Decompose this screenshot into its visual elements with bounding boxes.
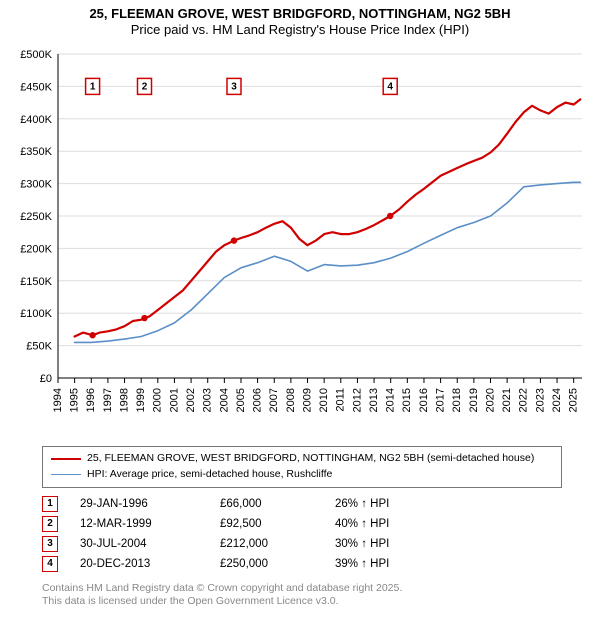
x-tick-label: 1999 — [135, 388, 147, 412]
sale-marker-label-3: 3 — [231, 82, 237, 93]
legend-item: HPI: Average price, semi-detached house,… — [51, 467, 553, 483]
legend-swatch — [51, 458, 81, 460]
x-tick-label: 2016 — [418, 388, 430, 412]
y-tick-label: £350K — [20, 146, 52, 158]
x-tick-label: 2011 — [335, 388, 347, 412]
x-tick-label: 2018 — [451, 388, 463, 412]
footer-line-2: This data is licensed under the Open Gov… — [42, 595, 562, 608]
y-tick-label: £500K — [20, 49, 52, 61]
x-tick-label: 2010 — [318, 388, 330, 412]
chart-svg: £0 £50K £100K £150K £200K £250K £300K £350K £400… — [10, 46, 590, 436]
y-tick-label: £400K — [20, 114, 52, 126]
footer-attribution: Contains HM Land Registry data © Crown c… — [42, 582, 562, 608]
x-tick-label: 2020 — [484, 388, 496, 412]
y-tick-label: £0 — [40, 373, 52, 385]
x-tick-label: 2009 — [301, 388, 313, 412]
sale-point-1 — [89, 332, 95, 338]
event-marker-icon: 1 — [42, 496, 58, 512]
y-tick-label: £250K — [20, 211, 52, 223]
x-tick-label: 2014 — [385, 388, 397, 412]
chart-area: £0 £50K £100K £150K £200K £250K £300K £350K £400… — [10, 46, 590, 436]
x-tick-label: 2015 — [401, 388, 413, 412]
x-tick-label: 2012 — [351, 388, 363, 412]
x-tick-label: 2002 — [185, 388, 197, 412]
x-tick-label: 2017 — [435, 388, 447, 412]
event-marker-icon: 2 — [42, 516, 58, 532]
legend-swatch — [51, 474, 81, 475]
event-price: £66,000 — [220, 494, 335, 514]
chart-title-main: 25, FLEEMAN GROVE, WEST BRIDGFORD, NOTTI… — [0, 6, 600, 22]
event-price: £212,000 — [220, 534, 335, 554]
sale-point-2 — [141, 315, 147, 321]
y-tick-label: £100K — [20, 308, 52, 320]
event-date: 29-JAN-1996 — [80, 494, 220, 514]
x-tick-label: 2023 — [534, 388, 546, 412]
y-tick-label: £50K — [26, 341, 52, 353]
event-price: £250,000 — [220, 554, 335, 574]
event-row: 4 20-DEC-2013£250,00039% ↑ HPI — [42, 554, 485, 574]
legend-label: HPI: Average price, semi-detached house,… — [87, 467, 332, 483]
x-tick-label: 2022 — [518, 388, 530, 412]
event-diff: 26% ↑ HPI — [335, 494, 485, 514]
x-tick-label: 2019 — [468, 388, 480, 412]
y-tick-label: £150K — [20, 276, 52, 288]
event-row: 1 29-JAN-1996£66,00026% ↑ HPI — [42, 494, 485, 514]
event-marker-icon: 3 — [42, 536, 58, 552]
legend-label: 25, FLEEMAN GROVE, WEST BRIDGFORD, NOTTI… — [87, 451, 534, 467]
x-tick-label: 1994 — [52, 388, 64, 412]
x-tick-label: 2006 — [252, 388, 264, 412]
event-marker: 4 — [42, 554, 80, 574]
footer-line-1: Contains HM Land Registry data © Crown c… — [42, 582, 562, 595]
event-row: 2 12-MAR-1999£92,50040% ↑ HPI — [42, 514, 485, 534]
x-tick-label: 2008 — [285, 388, 297, 412]
series-hpi — [75, 182, 581, 342]
x-tick-label: 2024 — [551, 388, 563, 412]
x-tick-label: 2001 — [168, 388, 180, 412]
y-tick-label: £300K — [20, 179, 52, 191]
y-tick-label: £450K — [20, 81, 52, 93]
sale-marker-label-1: 1 — [90, 82, 96, 93]
x-tick-label: 1998 — [118, 388, 130, 412]
x-tick-label: 2004 — [218, 388, 230, 412]
legend-item: 25, FLEEMAN GROVE, WEST BRIDGFORD, NOTTI… — [51, 451, 553, 467]
event-diff: 39% ↑ HPI — [335, 554, 485, 574]
legend-box: 25, FLEEMAN GROVE, WEST BRIDGFORD, NOTTI… — [42, 446, 562, 488]
event-marker-icon: 4 — [42, 556, 58, 572]
sale-point-3 — [231, 237, 237, 243]
series-price_paid — [75, 99, 581, 336]
event-date: 12-MAR-1999 — [80, 514, 220, 534]
event-row: 3 30-JUL-2004£212,00030% ↑ HPI — [42, 534, 485, 554]
x-tick-label: 2021 — [501, 388, 513, 412]
chart-title-sub: Price paid vs. HM Land Registry's House … — [0, 22, 600, 38]
event-date: 30-JUL-2004 — [80, 534, 220, 554]
x-tick-label: 2003 — [202, 388, 214, 412]
x-tick-label: 2025 — [568, 388, 580, 412]
event-diff: 30% ↑ HPI — [335, 534, 485, 554]
event-marker: 1 — [42, 494, 80, 514]
x-tick-label: 2000 — [152, 388, 164, 412]
sale-point-4 — [387, 213, 393, 219]
events-table: 1 29-JAN-1996£66,00026% ↑ HPI 2 12-MAR-1999… — [42, 494, 562, 574]
x-tick-label: 1997 — [102, 388, 114, 412]
event-marker: 2 — [42, 514, 80, 534]
sale-marker-label-4: 4 — [387, 82, 393, 93]
sale-marker-label-2: 2 — [142, 82, 148, 93]
y-tick-label: £200K — [20, 243, 52, 255]
event-date: 20-DEC-2013 — [80, 554, 220, 574]
x-tick-label: 2005 — [235, 388, 247, 412]
x-tick-label: 1995 — [69, 388, 81, 412]
event-diff: 40% ↑ HPI — [335, 514, 485, 534]
x-tick-label: 2013 — [368, 388, 380, 412]
event-price: £92,500 — [220, 514, 335, 534]
x-tick-label: 2007 — [268, 388, 280, 412]
x-tick-label: 1996 — [85, 388, 97, 412]
event-marker: 3 — [42, 534, 80, 554]
